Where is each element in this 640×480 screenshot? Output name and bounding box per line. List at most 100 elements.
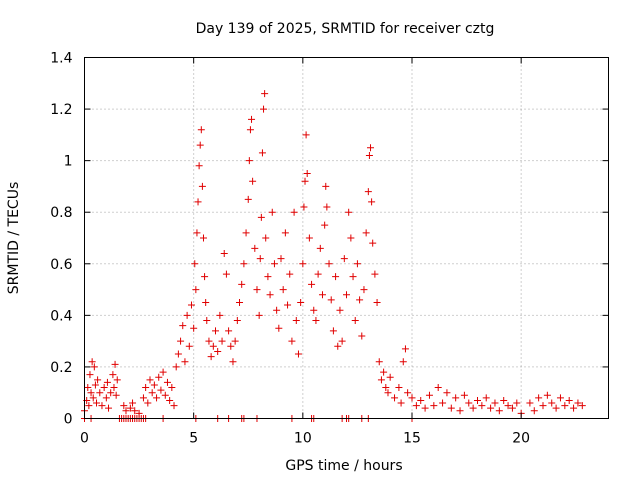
data-point	[255, 311, 263, 319]
data-point	[258, 149, 266, 157]
data-point	[318, 291, 326, 299]
data-point	[102, 394, 110, 402]
data-point	[207, 353, 215, 361]
data-point	[356, 296, 364, 304]
data-point	[111, 360, 119, 368]
data-point	[275, 324, 283, 332]
data-point	[157, 386, 165, 394]
data-point	[129, 399, 137, 407]
data-point	[362, 229, 370, 237]
data-point	[166, 396, 174, 404]
data-point	[155, 373, 163, 381]
data-point	[150, 381, 158, 389]
data-point	[270, 260, 278, 268]
data-point	[183, 311, 191, 319]
data-point	[193, 229, 201, 237]
data-point	[146, 376, 154, 384]
data-point	[465, 399, 473, 407]
data-point	[277, 255, 285, 263]
data-point	[478, 402, 486, 410]
data-point	[199, 234, 207, 242]
data-point	[205, 337, 213, 345]
data-point	[225, 327, 233, 335]
data-point	[377, 376, 385, 384]
data-point	[504, 402, 512, 410]
data-point	[552, 404, 560, 412]
y-tick-label: 0.8	[50, 205, 72, 221]
data-point	[316, 244, 324, 252]
data-point	[329, 327, 337, 335]
data-point	[195, 162, 203, 170]
data-point	[238, 280, 246, 288]
data-point	[421, 404, 429, 412]
y-tick-label: 0.2	[50, 360, 72, 376]
data-point	[456, 407, 464, 415]
data-point	[368, 198, 376, 206]
data-point	[412, 402, 420, 410]
data-point	[321, 221, 329, 229]
data-point	[84, 384, 92, 392]
data-point	[112, 391, 120, 399]
data-point	[371, 270, 379, 278]
data-point	[245, 157, 253, 165]
data-point	[312, 317, 320, 325]
data-point	[305, 234, 313, 242]
data-point	[526, 399, 534, 407]
data-point	[353, 260, 361, 268]
data-point	[257, 213, 265, 221]
data-point	[105, 404, 113, 412]
data-point	[530, 407, 538, 415]
data-point	[325, 260, 333, 268]
data-point	[268, 208, 276, 216]
data-point	[399, 358, 407, 366]
data-point	[110, 384, 118, 392]
data-point	[310, 306, 318, 314]
data-point	[578, 402, 586, 410]
data-point	[380, 368, 388, 376]
data-point	[203, 317, 211, 325]
data-point	[86, 371, 94, 379]
data-point	[539, 402, 547, 410]
data-point	[264, 273, 272, 281]
data-point	[194, 198, 202, 206]
data-point	[286, 270, 294, 278]
data-point	[367, 144, 375, 152]
data-point	[561, 402, 569, 410]
data-point	[212, 327, 219, 335]
data-point	[323, 203, 331, 211]
data-point	[148, 389, 156, 397]
data-point	[248, 115, 256, 123]
data-point	[327, 296, 335, 304]
data-point	[303, 170, 311, 178]
grid	[84, 57, 609, 419]
data-point	[373, 298, 381, 306]
data-point	[382, 384, 390, 392]
data-point	[491, 399, 499, 407]
data-point	[218, 337, 226, 345]
data-point	[338, 337, 346, 345]
data-point	[231, 337, 239, 345]
y-tick-label: 0.4	[50, 308, 72, 324]
data-point	[351, 317, 359, 325]
data-point	[334, 342, 342, 350]
data-point	[168, 384, 176, 392]
data-point	[159, 368, 167, 376]
data-point	[365, 151, 373, 159]
data-point	[109, 371, 117, 379]
data-point	[246, 126, 254, 134]
data-point	[100, 384, 108, 392]
data-point	[364, 188, 372, 196]
data-point	[340, 255, 348, 263]
data-point	[220, 249, 228, 257]
data-point	[192, 286, 200, 294]
data-point	[139, 394, 147, 402]
x-axis-label: GPS time / hours	[285, 458, 402, 474]
y-tick-label: 1.4	[50, 51, 72, 67]
data-point	[395, 384, 403, 392]
data-point	[386, 373, 394, 381]
data-point	[360, 286, 368, 294]
data-point	[113, 376, 121, 384]
data-point	[240, 260, 248, 268]
data-point	[284, 301, 292, 309]
x-tick-label: 20	[512, 431, 530, 447]
